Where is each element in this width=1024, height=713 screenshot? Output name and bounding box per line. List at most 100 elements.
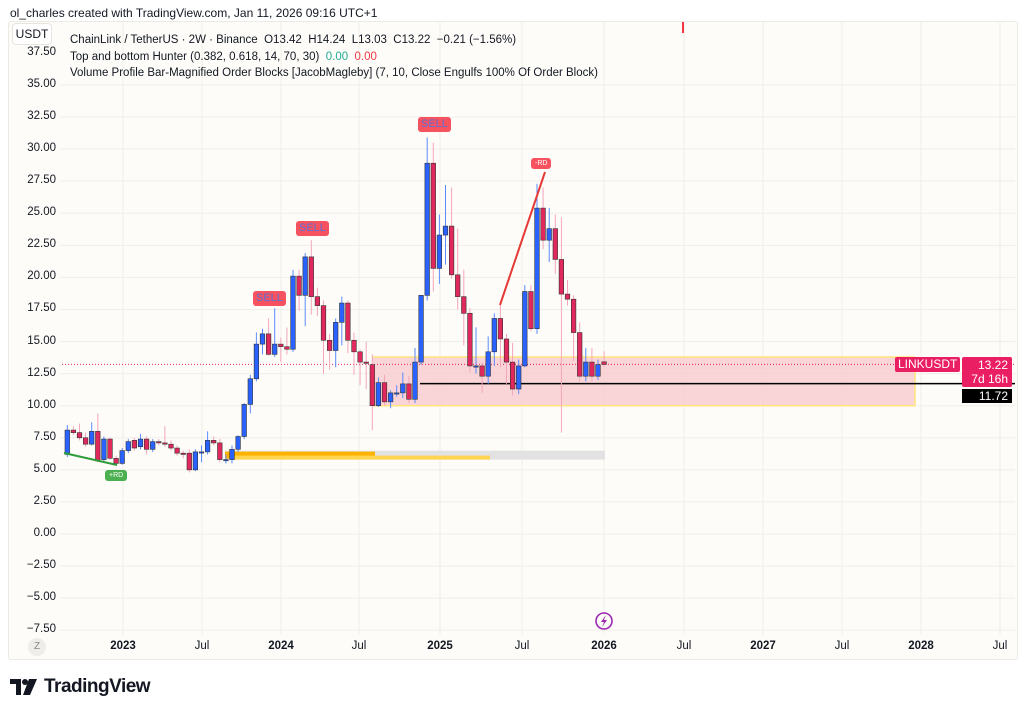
candle-body: [101, 438, 107, 460]
indicator-1-title: Top and bottom Hunter (0.382, 0.618, 14,…: [70, 50, 320, 63]
tradingview-logo[interactable]: TradingView: [10, 676, 151, 698]
candle-body: [546, 228, 552, 241]
candle: [558, 217, 564, 433]
candle: [491, 313, 497, 366]
candle-body: [320, 305, 327, 341]
candle-body: [387, 392, 394, 403]
last-price-tag: 13.22 7d 16h: [962, 357, 1012, 387]
currency-button[interactable]: USDT: [12, 23, 52, 45]
legend-open: O13.42: [264, 34, 302, 46]
time-tick-label: 2027: [750, 640, 776, 652]
candle: [363, 341, 369, 390]
legend-indicator-2[interactable]: Volume Profile Bar-Magnified Order Block…: [70, 65, 598, 82]
candle-body: [522, 291, 528, 367]
candle-body: [253, 343, 260, 380]
candle-body: [570, 298, 577, 333]
candles: [64, 137, 607, 473]
candle-body: [485, 351, 491, 377]
candle: [333, 318, 339, 368]
candle-body: [198, 451, 205, 454]
zoom-reset-button[interactable]: Z: [28, 638, 46, 656]
price-tick-label: 5.00: [33, 462, 56, 475]
price-tick-label: 20.00: [27, 270, 56, 283]
candle: [174, 445, 180, 456]
legend-indicator-1[interactable]: Top and bottom Hunter (0.382, 0.618, 14,…: [70, 49, 598, 66]
time-tick-label: Jul: [514, 640, 530, 652]
candle-body: [497, 318, 504, 340]
candle: [89, 422, 95, 446]
candle: [101, 436, 107, 463]
candle: [339, 296, 345, 346]
legend-low: L13.03: [351, 34, 387, 46]
chart-frame[interactable]: [8, 21, 1018, 660]
candle: [144, 436, 150, 455]
candle-body: [284, 346, 290, 350]
candle-body: [339, 302, 345, 323]
candle-body: [278, 343, 284, 347]
candle: [528, 285, 534, 332]
candle: [430, 142, 436, 292]
candle-body: [400, 383, 406, 394]
candle: [259, 328, 266, 355]
candle: [229, 445, 235, 464]
candle-body: [314, 296, 321, 306]
indicator-1-value-1: 0.00: [325, 50, 349, 63]
candle: [442, 185, 449, 265]
candle-body: [601, 361, 607, 365]
candle-body: [192, 451, 199, 471]
price-tick-label: 30.00: [27, 142, 56, 155]
lightning-icon[interactable]: [595, 612, 613, 630]
chart-legend: ChainLink / TetherUS · 2W · Binance O13.…: [70, 32, 598, 82]
candle-body: [235, 436, 241, 450]
time-tick-label: 2024: [268, 640, 294, 652]
candle-body: [247, 378, 253, 405]
candle: [455, 228, 461, 310]
candle: [394, 385, 400, 397]
price-tick-label: 22.50: [27, 238, 56, 251]
candle: [107, 437, 113, 460]
candle: [564, 279, 571, 306]
candle-body: [107, 438, 113, 459]
candle: [461, 269, 467, 346]
candle: [424, 137, 430, 301]
volume-profile-zone-bg: [225, 450, 605, 460]
candle: [95, 413, 101, 463]
candle: [168, 440, 174, 451]
candle-body: [326, 339, 333, 351]
price-tick-label: 10.00: [27, 398, 56, 411]
time-tick-label: 2025: [427, 640, 453, 652]
price-tick-label: 7.50: [33, 430, 56, 443]
candle-body: [156, 441, 162, 444]
candle-body: [229, 449, 235, 460]
sell-signal-label: SELL: [296, 221, 329, 236]
candle-body: [381, 382, 388, 403]
candle-body: [503, 338, 510, 363]
candle-body: [406, 383, 412, 400]
candle: [522, 285, 528, 368]
candle-body: [64, 429, 70, 455]
candle-body: [76, 432, 83, 439]
legend-change: −0.21 (−1.56%): [436, 34, 517, 46]
price-tick-label: 15.00: [27, 334, 56, 347]
legend-main-series[interactable]: ChainLink / TetherUS · 2W · Binance O13.…: [70, 32, 598, 49]
candle-body: [461, 296, 467, 314]
price-tick-label: 27.50: [27, 174, 56, 187]
candle-body: [448, 225, 455, 276]
level-price-tag: 11.72: [962, 389, 1012, 403]
candle-body: [363, 361, 369, 364]
price-tick-label: 2.50: [33, 494, 56, 507]
candle-body: [455, 274, 461, 297]
time-tick-label: Jul: [351, 640, 367, 652]
price-tick-label: 32.50: [27, 110, 56, 123]
candle-body: [265, 333, 272, 355]
candle: [485, 336, 491, 384]
candle-body: [174, 447, 180, 454]
candle: [253, 332, 260, 382]
bullish-divergence-line: [63, 452, 118, 466]
bearish-divergence-label: -RD: [531, 158, 552, 169]
indicator-1-value-2: 0.00: [354, 50, 377, 63]
logo-text: TradingView: [44, 676, 151, 697]
candle-body: [113, 458, 119, 464]
candle: [302, 253, 308, 327]
